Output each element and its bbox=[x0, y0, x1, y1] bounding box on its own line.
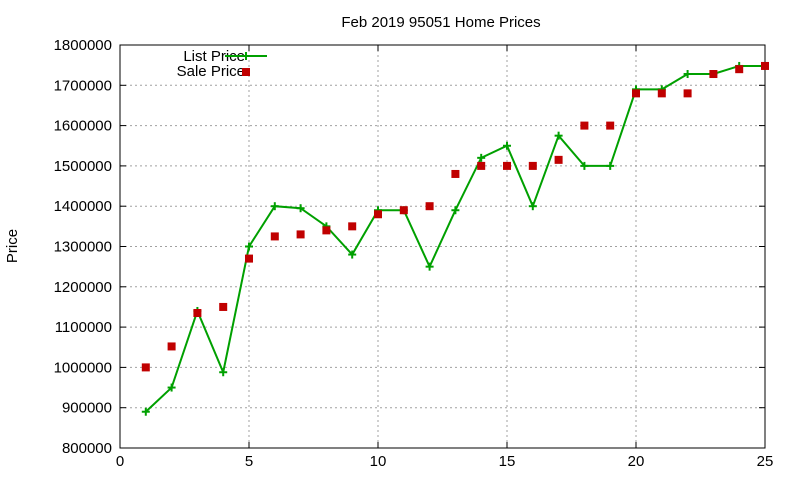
y-tick-label: 1700000 bbox=[54, 77, 112, 94]
list-price-point bbox=[348, 250, 357, 259]
sale-price-point bbox=[709, 70, 718, 79]
list-price-point bbox=[296, 204, 305, 213]
axes: 0 5 10 15 20 25 800000 900000 1000000 1100000 1200… bbox=[54, 37, 774, 470]
legend-label-list-price: List Price bbox=[183, 48, 245, 65]
list-price-line bbox=[145, 64, 765, 413]
list-price-point bbox=[219, 368, 228, 377]
list-price-point bbox=[606, 161, 615, 170]
sale-price-point bbox=[245, 254, 253, 263]
y-tick-label: 1600000 bbox=[54, 118, 112, 135]
sale-price-point bbox=[296, 230, 305, 239]
x-tick-label: 15 bbox=[499, 453, 516, 470]
list-price-point bbox=[245, 242, 253, 251]
sale-price-point bbox=[477, 161, 486, 170]
sale-price-point bbox=[167, 342, 176, 351]
sale-price-point bbox=[761, 61, 769, 70]
sale-price-point bbox=[270, 232, 279, 241]
sale-price-point bbox=[399, 206, 408, 215]
sale-price-point bbox=[683, 89, 692, 98]
list-price-point bbox=[503, 141, 511, 150]
grid-lines bbox=[120, 45, 765, 448]
x-tick-label: 20 bbox=[628, 453, 645, 470]
y-tick-label: 1000000 bbox=[54, 359, 112, 376]
list-price-series bbox=[141, 61, 769, 416]
y-tick-label: 1800000 bbox=[54, 37, 112, 54]
y-tick-label: 1300000 bbox=[54, 239, 112, 256]
sale-price-point bbox=[193, 308, 202, 317]
y-tick-label: 1400000 bbox=[54, 198, 112, 215]
sale-price-point bbox=[528, 161, 537, 170]
y-axis-label: Price bbox=[4, 229, 21, 263]
sale-price-point bbox=[219, 302, 228, 311]
x-tick-label: 5 bbox=[245, 453, 253, 470]
y-tick-label: 900000 bbox=[62, 400, 112, 417]
list-price-point bbox=[270, 202, 279, 211]
sale-price-point bbox=[348, 222, 357, 231]
y-tick-label: 800000 bbox=[62, 440, 112, 457]
sale-price-point bbox=[632, 89, 640, 98]
y-tick-label: 1100000 bbox=[55, 319, 112, 336]
plot-frame bbox=[119, 44, 766, 449]
list-price-point bbox=[141, 407, 150, 416]
list-price-point bbox=[554, 131, 563, 140]
sale-price-point bbox=[425, 202, 434, 211]
sale-price-point bbox=[657, 89, 666, 98]
list-price-point bbox=[425, 262, 434, 271]
sale-price-point bbox=[503, 161, 511, 170]
sale-price-point bbox=[451, 169, 460, 178]
sale-price-point bbox=[322, 226, 331, 235]
sale-price-point bbox=[374, 210, 382, 219]
sale-price-point bbox=[580, 121, 589, 130]
sale-price-point bbox=[606, 121, 615, 130]
list-price-point bbox=[580, 161, 589, 170]
legend-label-sale-price: Sale Price bbox=[177, 63, 245, 80]
sale-price-point bbox=[554, 155, 563, 164]
y-tick-label: 1200000 bbox=[54, 279, 112, 296]
x-tick-label: 10 bbox=[370, 453, 387, 470]
x-tick-label: 0 bbox=[116, 453, 124, 470]
sale-price-point bbox=[141, 363, 150, 372]
list-price-point bbox=[167, 383, 176, 392]
legend-swatch-sale bbox=[242, 68, 250, 76]
x-tick-label: 25 bbox=[757, 453, 774, 470]
list-price-point bbox=[683, 70, 692, 79]
list-price-point bbox=[477, 153, 486, 162]
chart-title: Feb 2019 95051 Home Prices bbox=[341, 14, 540, 31]
sale-price-point bbox=[735, 65, 744, 74]
y-tick-label: 1500000 bbox=[54, 158, 112, 175]
list-price-point bbox=[528, 202, 537, 211]
list-price-point bbox=[451, 206, 460, 215]
sale-price-series bbox=[141, 61, 769, 372]
